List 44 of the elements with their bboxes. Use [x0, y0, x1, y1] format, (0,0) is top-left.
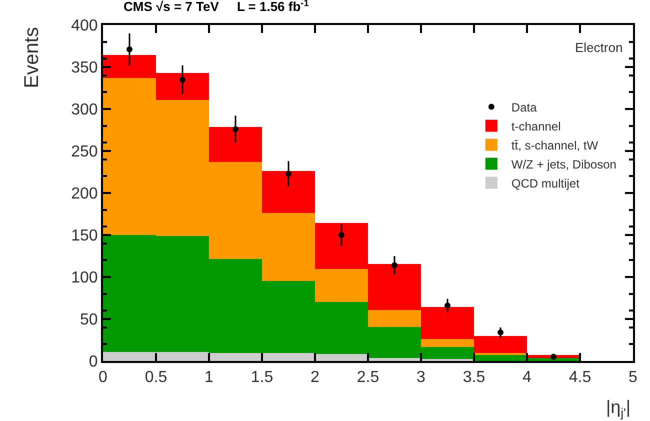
y-tick-label: 0 [88, 354, 98, 371]
y-tick-label: 250 [71, 144, 98, 161]
y-axis-title: Events [21, 27, 44, 88]
bar [209, 353, 262, 361]
legend-label: t-channel [511, 119, 561, 134]
annotation: Electron [575, 40, 623, 55]
point [126, 46, 132, 52]
bar [315, 354, 368, 361]
legend-label: Data [511, 100, 538, 114]
x-tick-label: 4 [522, 369, 532, 386]
y-tick-label: 100 [71, 270, 98, 287]
point [338, 232, 344, 238]
point [286, 170, 292, 177]
y-tick-label: 300 [71, 102, 98, 119]
y-tick-label: 50 [80, 312, 98, 329]
x-tick-label: 0.5 [144, 369, 168, 386]
bar [527, 358, 580, 361]
x-tick-label: 2.5 [356, 369, 380, 386]
point [392, 262, 398, 268]
y-tick-label: 200 [71, 186, 98, 203]
x-tick-label: 5 [628, 369, 638, 386]
point [180, 76, 186, 83]
legend-label: tt̄, s-channel, tW [511, 138, 599, 152]
bar [368, 358, 421, 361]
y-tick-label: 400 [71, 18, 98, 35]
y-tick-label: 350 [71, 60, 98, 77]
point [232, 126, 238, 132]
y-tick-label: 150 [71, 228, 98, 245]
bar [368, 310, 421, 327]
x-axis-title: |η$_{j'}$| [606, 397, 631, 420]
bar [262, 171, 315, 213]
point [444, 302, 450, 309]
x-tick-label: 4.5 [568, 369, 592, 386]
bar [421, 339, 474, 347]
x-tick-label: 1 [204, 369, 214, 386]
bar [209, 127, 262, 162]
x-tick-label: 3.5 [462, 369, 486, 386]
x-tick-label: 3 [416, 369, 426, 386]
point [498, 329, 504, 336]
legend-label: QCD multijet [511, 176, 580, 190]
bar [262, 353, 315, 361]
x-tick-label: 2 [310, 369, 320, 386]
x-tick-label: 1.5 [250, 369, 274, 386]
legend-label: W/Z + jets, Diboson [511, 157, 616, 172]
